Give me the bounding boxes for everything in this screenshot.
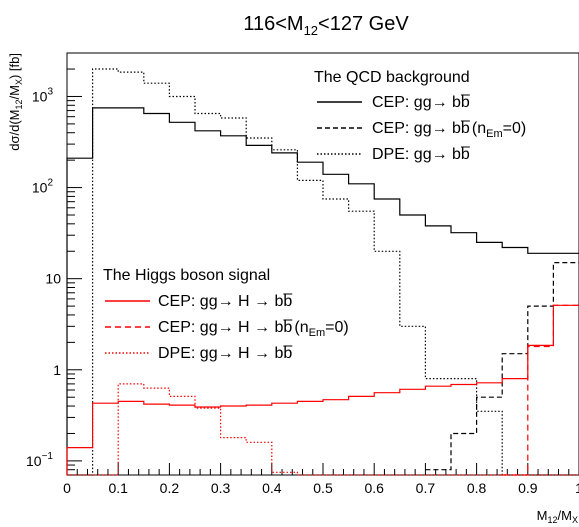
x-tick-label: 0 — [63, 480, 71, 496]
series-4-line — [66, 304, 579, 475]
legend-entry-label: DPE: gg→ bb — [372, 146, 470, 163]
legend-entry-label: CEP: gg→ H → bb — [158, 319, 292, 336]
xlabel-m: M — [537, 508, 548, 523]
xlabel-sub1: 12 — [548, 515, 558, 525]
y-tick-label: 1 — [53, 362, 61, 378]
y-tick-label: 103 — [32, 86, 54, 104]
ylabel-sub1: 12 — [14, 99, 24, 109]
x-axis-label: M12/MX — [537, 508, 578, 525]
legend-entry-label: DPE: gg→ H → bb — [158, 345, 292, 362]
legend-entry-extra: (nEm=0) — [472, 120, 526, 140]
legend-entry-extra: (nEm=0) — [294, 319, 348, 339]
xlabel-sub2: X — [572, 515, 578, 525]
legend-entry-label: CEP: gg→ bb — [372, 120, 470, 137]
title-sub: 12 — [304, 23, 318, 38]
x-tick-label: 0.9 — [518, 480, 538, 496]
x-tick-label: 0.7 — [416, 480, 436, 496]
x-tick-label: 0.6 — [364, 480, 384, 496]
x-tick-label: 0.5 — [313, 480, 333, 496]
x-tick-label: 0.4 — [262, 480, 282, 496]
series-group — [66, 68, 579, 476]
axis-ticks: 0 0.1 0.2 0.3 0.4 0.5 0.6 0.7 0.8 0.9 1 10−1 1 10 102 1… — [26, 52, 579, 496]
series-6-line — [67, 383, 579, 476]
title-tail: <127 GeV — [318, 13, 409, 35]
legend-entry-label: CEP: gg→ bb — [372, 94, 470, 111]
y-tick-label: 10 — [45, 271, 61, 287]
legend: The QCD background CEP: gg→ bb CEP: gg→ bb… — [103, 69, 526, 362]
ylabel-sub2: X — [14, 79, 24, 85]
series-1-line — [66, 107, 579, 475]
chart-title: 116<M12<127 GeV — [243, 13, 409, 38]
y-tick-label: 10−1 — [26, 451, 53, 469]
x-tick-label: 0.2 — [160, 480, 180, 496]
ylabel-b: /M — [7, 85, 22, 99]
x-tick-label: 1 — [575, 480, 579, 496]
x-tick-label: 0.8 — [467, 480, 487, 496]
series-3-line — [67, 68, 579, 476]
ylabel-c: ) [fb] — [7, 53, 22, 79]
x-tick-label: 0.1 — [108, 480, 128, 496]
series-2-line — [425, 262, 579, 471]
ylabel-a: dσ/d(M — [7, 110, 22, 151]
legend-entry-label: CEP: gg→ H → bb — [158, 293, 292, 310]
y-axis-label: dσ/d(M12/MX) [fb] — [7, 53, 24, 151]
legend-header: The Higgs boson signal — [103, 267, 270, 284]
title-base: 116<M — [243, 13, 303, 35]
xlabel-slash: /M — [558, 508, 572, 523]
y-tick-label: 102 — [32, 178, 54, 196]
x-tick-label: 0.3 — [211, 480, 231, 496]
legend-header: The QCD background — [314, 69, 470, 86]
series-5-line — [502, 304, 579, 476]
